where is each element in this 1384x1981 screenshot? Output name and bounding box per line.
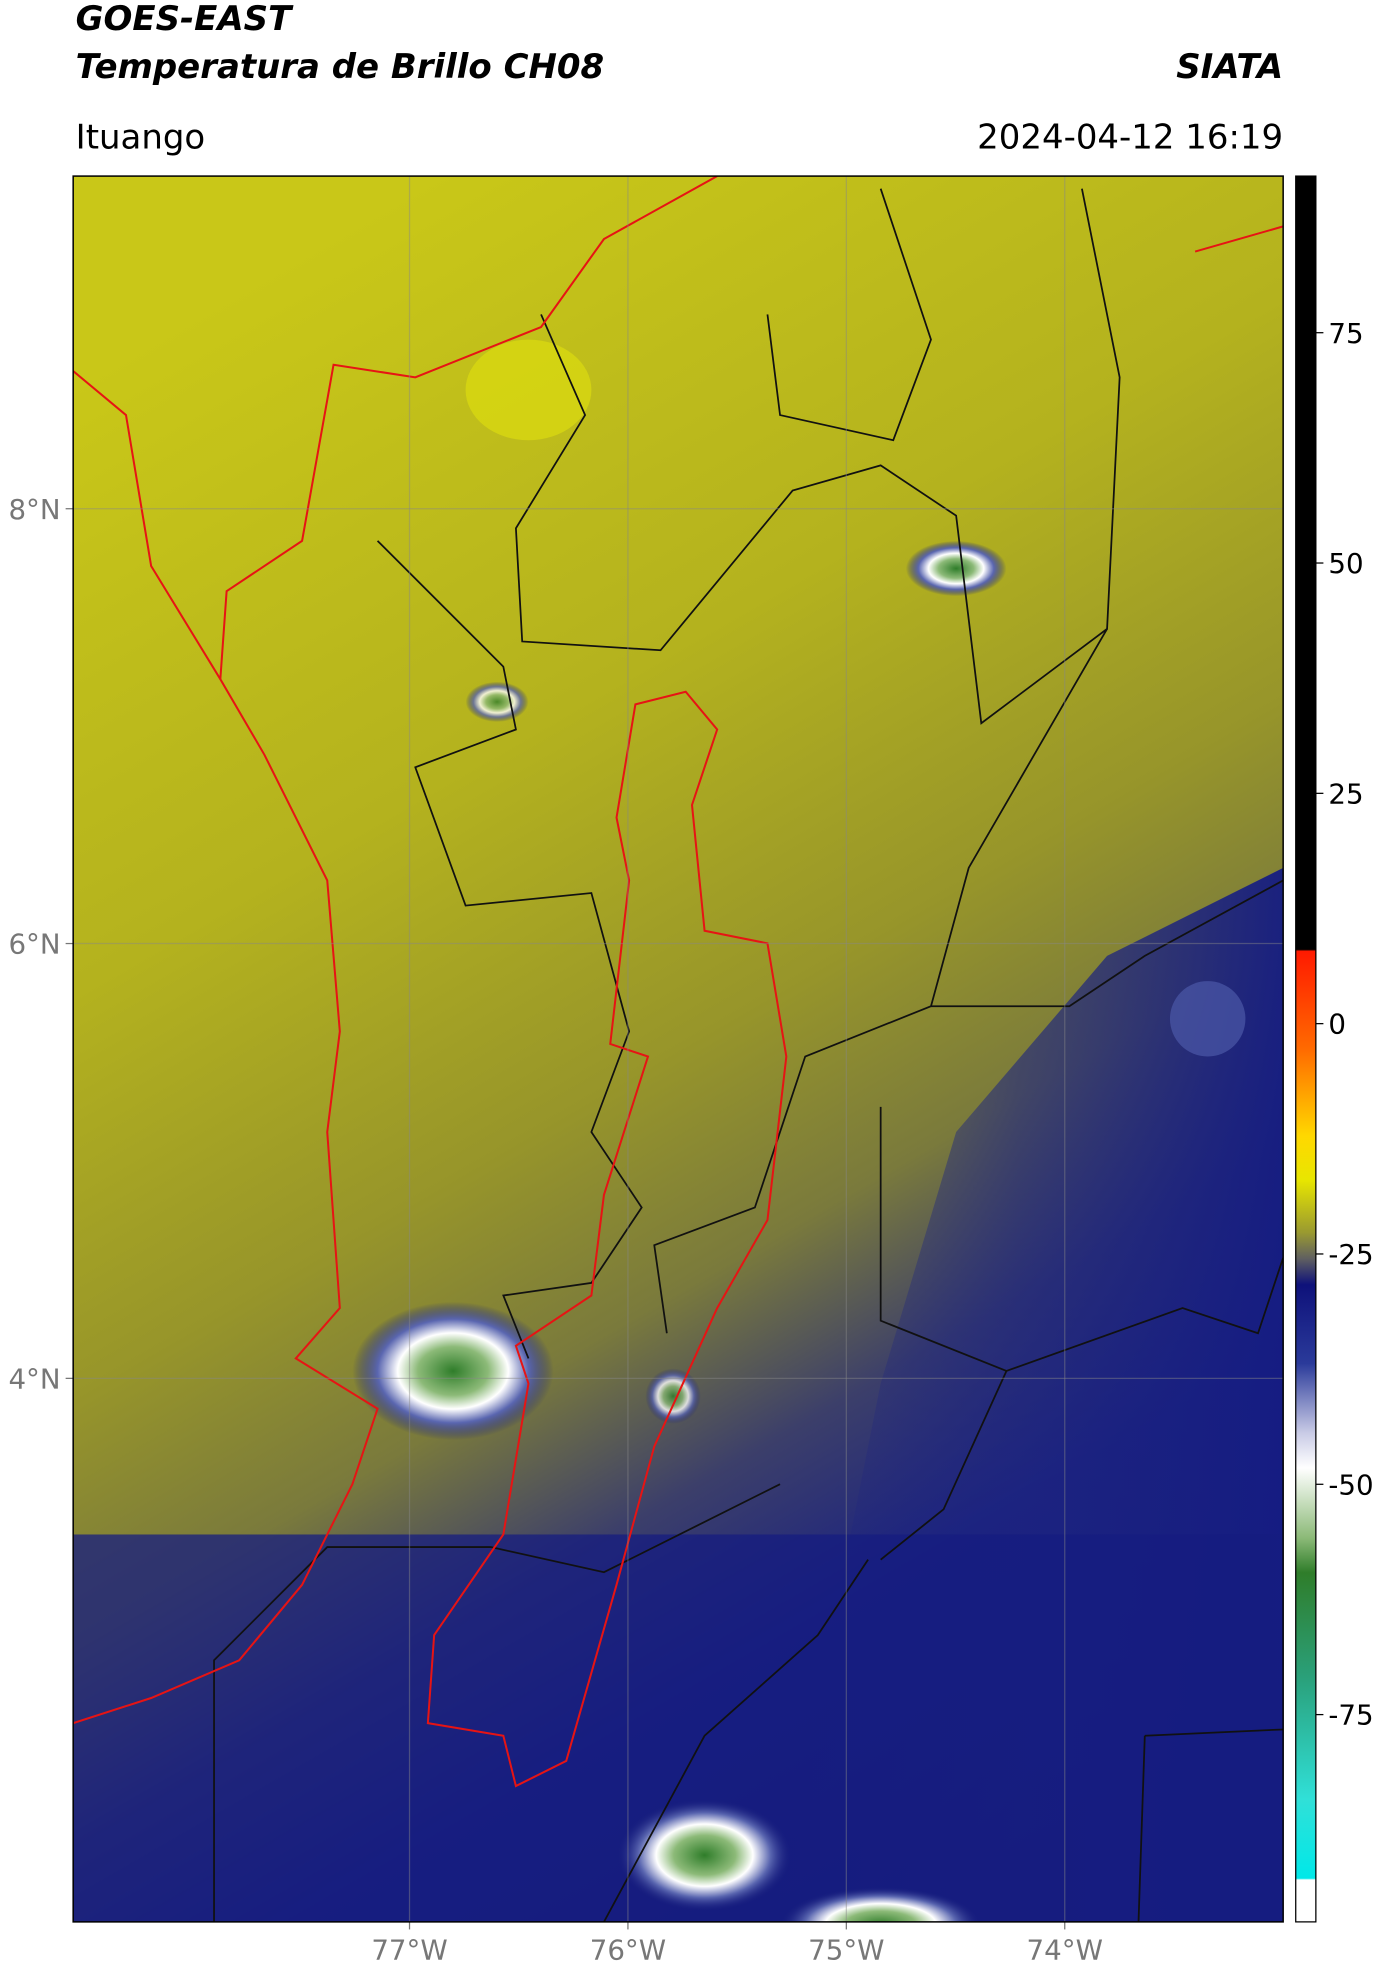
map-frame <box>72 175 1284 1923</box>
colorbar-tick-label: 0 <box>1328 1008 1346 1041</box>
y-tick-label: 4°N <box>8 1362 60 1395</box>
map-image <box>73 176 1284 1922</box>
datetime: 2024-04-12 16:19 <box>977 117 1283 157</box>
brand: SIATA <box>1176 47 1283 87</box>
y-tick-label: 6°N <box>8 928 60 961</box>
y-tick-label: 8°N <box>8 493 60 526</box>
warm-patch <box>465 339 592 441</box>
borders <box>213 188 1284 1922</box>
cloud-patch <box>1169 981 1246 1057</box>
graticule <box>65 176 1284 1930</box>
storm-cell <box>645 1368 701 1424</box>
colorbar-tick-label: -25 <box>1328 1238 1373 1271</box>
storm-cell <box>616 1798 793 1912</box>
storm-cell <box>465 681 529 722</box>
colorbar-tick-label: -50 <box>1328 1468 1373 1501</box>
x-tick-label: 76°W <box>590 1934 666 1967</box>
colorbar-tick-label: 25 <box>1328 777 1363 810</box>
storm-cell <box>352 1301 554 1441</box>
title: GOES-EAST <box>76 0 294 39</box>
subtitle: Temperatura de Brillo CH08 <box>76 47 604 87</box>
colorbar-tick-label: -75 <box>1328 1699 1373 1732</box>
x-tick-label: 74°W <box>1027 1934 1103 1967</box>
colorbar-tick-label: 50 <box>1328 547 1363 580</box>
storm-cell <box>905 540 1007 597</box>
highlighted-borders <box>73 176 1284 1788</box>
colorbar-axis: 75 50 25 0 -25 -50 -75 <box>1315 317 1374 1732</box>
location: Ituango <box>76 117 206 157</box>
x-tick-label: 75°W <box>808 1934 884 1967</box>
colorbar <box>1295 175 1317 1923</box>
storm-cell <box>780 1886 982 1922</box>
x-tick-label: 77°W <box>371 1934 447 1967</box>
colorbar-tick-label: 75 <box>1328 317 1363 350</box>
